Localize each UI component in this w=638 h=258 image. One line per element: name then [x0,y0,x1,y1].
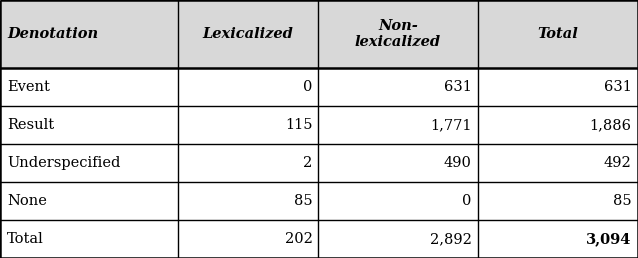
Text: 0: 0 [462,194,471,208]
Text: Event: Event [7,80,50,94]
Text: None: None [7,194,47,208]
Text: 202: 202 [285,232,313,246]
Text: 490: 490 [443,156,471,170]
Text: 2: 2 [303,156,313,170]
Text: Result: Result [7,118,54,132]
Text: 1,886: 1,886 [590,118,632,132]
Text: 492: 492 [604,156,632,170]
Text: 2,892: 2,892 [430,232,471,246]
Text: 115: 115 [285,118,313,132]
Text: 0: 0 [303,80,313,94]
Text: 85: 85 [293,194,313,208]
Text: Total: Total [7,232,44,246]
Text: Underspecified: Underspecified [7,156,121,170]
Text: Denotation: Denotation [7,27,98,41]
Text: 631: 631 [443,80,471,94]
Text: 631: 631 [604,80,632,94]
Text: 1,771: 1,771 [430,118,471,132]
Text: Non-
lexicalized: Non- lexicalized [355,19,441,49]
Text: 3,094: 3,094 [586,232,632,246]
Text: Total: Total [538,27,579,41]
Text: 85: 85 [613,194,632,208]
Text: Lexicalized: Lexicalized [202,27,293,41]
Bar [0,0,638,68]
